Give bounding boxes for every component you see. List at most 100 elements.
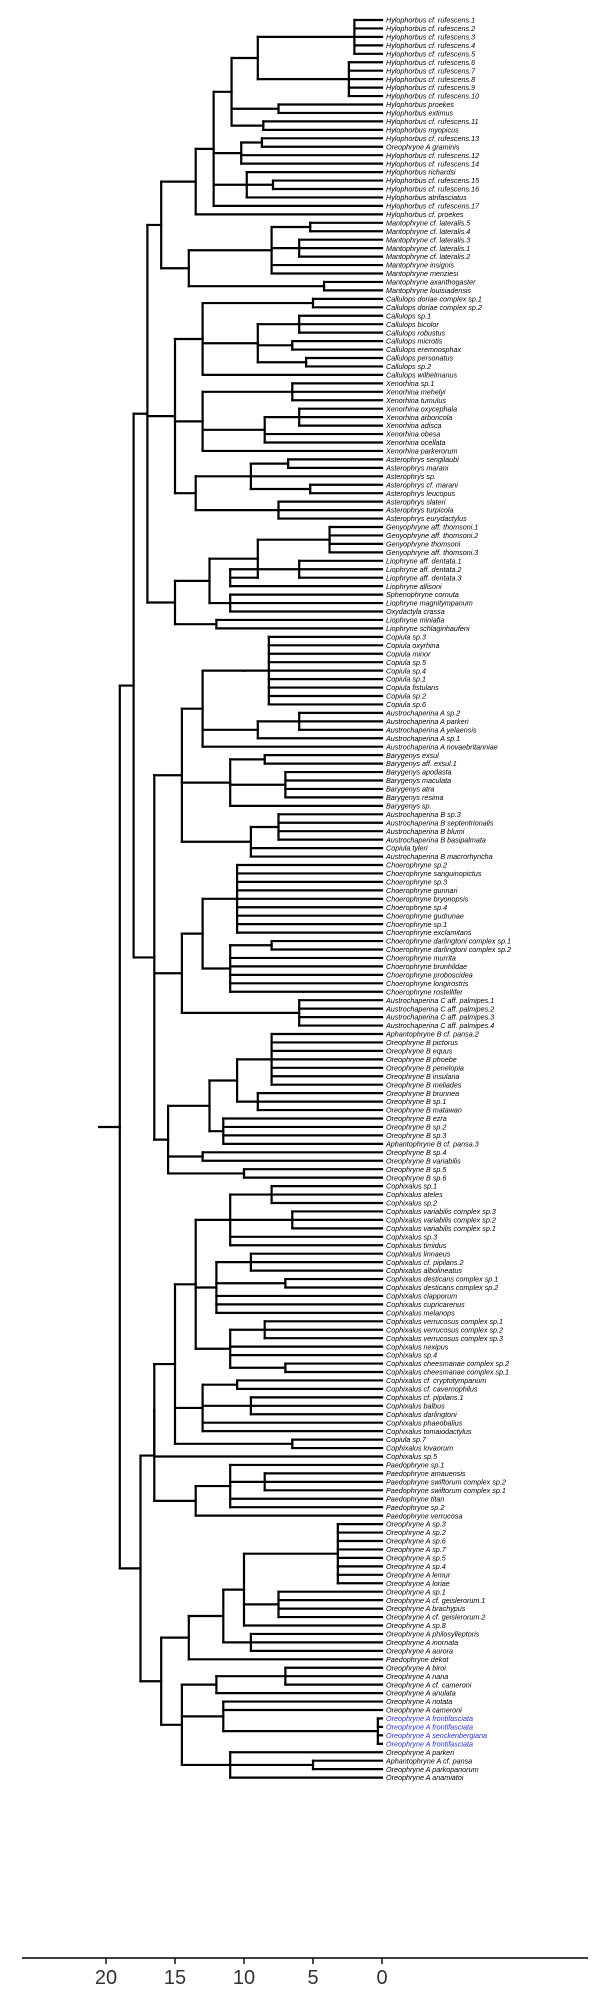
tip-label: Oreophryne A cameroni [386, 1706, 462, 1715]
tip-label: Mantophryne menziesi [386, 269, 459, 278]
tip-label: Paedophryne titan [386, 1494, 444, 1503]
tip-label: Oreophryne A cf. geislerorum.1 [386, 1596, 485, 1605]
tip-label: Oreophryne A lemur [386, 1570, 451, 1579]
tip-label: Austrochaperina A sp.2 [385, 709, 460, 718]
tip-label: Xenorhina obesa [385, 430, 440, 439]
tip-label: Xenorhina tumulus [385, 396, 446, 405]
tip-label: Hylophorbus cf. rufescens.2 [386, 24, 475, 33]
tip-label: Copiula sp.4 [386, 666, 426, 675]
tip-label: Hylophorbus atrifasciatus [386, 193, 467, 202]
axis-tick-label: 5 [307, 1967, 318, 1989]
tip-label: Mantophryne axanthogaster [386, 278, 476, 287]
tip-label: Cophixalus tomaiodactylus [386, 1427, 472, 1436]
tip-label: Paedophryne verrucosa [386, 1511, 462, 1520]
tip-label: Xenorhina sp.1 [385, 379, 434, 388]
tip-label: Copiula sp.5 [386, 658, 427, 667]
tip-label: Aphantophryne B cf. pansa.2 [385, 1030, 479, 1039]
tip-label: Xenorhina oxycephala [385, 404, 457, 413]
tip-label: Liophryne aff. dentata.3 [386, 573, 462, 582]
tip-label: Cophixalus clapporum [386, 1292, 457, 1301]
tip-label: Hylophorbus cf. rufescens.13 [386, 134, 479, 143]
tip-label: Cophixalus lovaorum [386, 1444, 453, 1453]
tip-label: Callulops doriae complex sp.1 [386, 294, 482, 303]
tip-label: Hylophorbus extimus [386, 109, 454, 118]
tip-label: Cophixalus sp.3 [386, 1232, 437, 1241]
tip-label: Oreophryne A aurora [386, 1646, 453, 1655]
tip-label: Copiula sp.7 [386, 1435, 427, 1444]
tip-label: Xenorhina arboricola [385, 413, 452, 422]
tip-label: Hylophorbus cf. rufescens.6 [386, 58, 475, 67]
tip-label: Hylophorbus cf. rufescens.12 [386, 151, 479, 160]
tip-label: Copiula sp.3 [386, 632, 426, 641]
tip-label: Oreophryne A graminis [386, 142, 460, 151]
tip-label: Barygenys atra [386, 785, 434, 794]
tip-label: Oreophryne A sp.7 [386, 1545, 447, 1554]
tip-label: Oreophryne B brunnea [386, 1089, 459, 1098]
tip-label: Mantophryne cf. lateralis.5 [386, 218, 471, 227]
time-axis: 20 15 10 5 0 [22, 1957, 588, 1989]
tip-label: Oreophryne B sp.4 [386, 1148, 446, 1157]
tip-label: Oreophryne B equus [386, 1047, 453, 1056]
tip-label: Oreophryne A loriae [386, 1579, 450, 1588]
tip-label: Oreophryne A sp.8 [386, 1621, 446, 1630]
tip-label: Cophixalus cupricarenus [386, 1300, 465, 1309]
tip-label: Choerophryne sp.3 [386, 878, 447, 887]
tip-label: Mantophryne cf. lateralis.2 [386, 252, 470, 261]
tip-label: Asterophrys marani [385, 463, 449, 472]
tip-label: Oreophryne A anamiatoi [386, 1773, 464, 1782]
tip-label: Austrochaperina B sp.3 [385, 810, 461, 819]
tip-label: Callulops bicolor [386, 320, 439, 329]
tip-label: Hylophorbus cf. rufescens.7 [386, 66, 476, 75]
tip-label: Asterophrys cf. marani [385, 480, 458, 489]
tip-label: Asterophrys leucopus [385, 489, 456, 498]
tip-label: Liophryne aff. dentata.2 [386, 565, 462, 574]
tip-label: Cophixalus albolineatus [386, 1266, 462, 1275]
tip-label: Hylophorbus cf. rufescens.3 [386, 33, 475, 42]
tip-label: Choerophryne murrita [386, 954, 456, 963]
tip-label: Choerophryne sp.4 [386, 903, 447, 912]
tip-label: Hylophorbus cf. rufescens.4 [386, 41, 475, 50]
tip-label: Oreophryne B variabilis [386, 1156, 461, 1165]
tip-label: Oreophryne A cf. geislerorum.2 [386, 1613, 485, 1622]
axis-tick-label: 0 [376, 1967, 387, 1989]
tip-label: Barygenys maculata [386, 776, 451, 785]
tip-label: Oreophryne B sp.1 [386, 1097, 446, 1106]
tip-label: Oreophryne B sp.2 [386, 1123, 446, 1132]
tip-label: Oreophryne B sp.6 [386, 1173, 446, 1182]
tip-label: Cophixalus verrucosus complex sp.1 [386, 1317, 503, 1326]
tip-label: Austrochaperina B blumi [385, 827, 465, 836]
tip-label: Hylophorbus cf. rufescens.16 [386, 185, 479, 194]
tip-label: Oreophryne A parkeri [386, 1748, 455, 1757]
tip-label: Barygenys sp. [386, 801, 432, 810]
tip-label: Austrochaperina A yelaensis [385, 725, 477, 734]
tip-label: Choerophryne sanguinopictus [386, 869, 482, 878]
tip-label: Hylophorbus cf. rufescens.5 [386, 49, 476, 58]
tip-label: Cophixalus ateles [386, 1190, 443, 1199]
tip-label: Liophryne miniafia [386, 616, 444, 625]
tip-label: Cophixalus sp.5 [386, 1452, 438, 1461]
tip-label: Hylophorbus cf. rufescens.9 [386, 83, 475, 92]
tip-label: Genyophryne aff. thomsoni.3 [386, 548, 478, 557]
tip-label: Asterophrys eurydactylus [385, 514, 467, 523]
tip-label: Xenorhina ocellata [385, 438, 446, 447]
tip-label: Cophixalus variabilis complex sp.3 [386, 1207, 496, 1216]
tip-label: Liophryne allisoni [386, 582, 442, 591]
tip-label: Oreophryne A nana [386, 1672, 448, 1681]
tip-label: Paedophryne amauensis [386, 1469, 466, 1478]
tip-label: Cophixalus desticans complex sp.2 [386, 1283, 498, 1292]
tip-label: Copiula minor [386, 649, 431, 658]
tip-label: Paedophryne swiftorum complex sp.1 [386, 1486, 506, 1495]
tip-label: Barygenys aff. exsul.1 [386, 759, 457, 768]
tip-label: Oreophryne B matawan [386, 1106, 462, 1115]
tip-label: Paedophryne sp.2 [386, 1503, 444, 1512]
tip-label: Austrochaperina B septentrionalis [385, 818, 494, 827]
tip-label: Cophixalus cf. cryptotympanum [386, 1376, 486, 1385]
tip-label: Austrochaperina C aff. palmipes.3 [385, 1013, 494, 1022]
tip-label: Xenorhina adisca [385, 421, 442, 430]
tip-label: Xenorhina mehelyi [385, 387, 446, 396]
tip-label: Genyophryne aff. thomsoni.2 [386, 531, 478, 540]
tip-label: Austrochaperina C aff. palmipes.4 [385, 1021, 494, 1030]
tip-label: Cophixalus cheesmanae complex sp.1 [386, 1368, 509, 1377]
